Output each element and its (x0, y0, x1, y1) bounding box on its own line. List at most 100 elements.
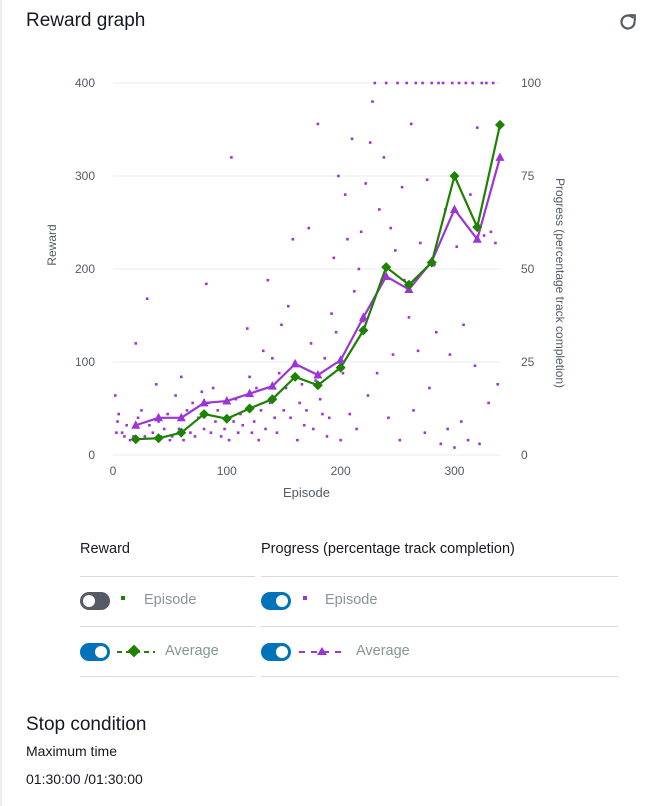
y-right-axis-label: Progress (percentage track completion) (553, 178, 567, 388)
progress-episode-point (428, 386, 431, 390)
reward-average-marker (403, 279, 414, 290)
x-tick-label: 300 (444, 464, 464, 478)
progress-average-marker (313, 370, 323, 379)
progress-episode-point (314, 379, 317, 382)
y-left-tick-label: 100 (75, 355, 95, 369)
progress-episode-point (400, 185, 404, 189)
toggle-knob (83, 595, 95, 607)
progress-episode-point (191, 401, 194, 405)
progress-episode-point (382, 156, 386, 159)
progress-episode-point (271, 356, 274, 360)
progress-episode-point (275, 431, 279, 434)
reward-average-marker (221, 413, 232, 424)
progress-episode-point (334, 330, 338, 334)
progress-episode-point (462, 323, 465, 327)
progress-episode-point (117, 412, 120, 416)
progress-episode-point (412, 409, 415, 412)
progress-average-marker (267, 381, 277, 390)
progress-episode-point (123, 435, 126, 438)
progress-episode-point (282, 409, 286, 412)
progress-average-toggle[interactable] (261, 643, 291, 661)
progress-episode-point (291, 237, 295, 241)
y-left-tick-label: 200 (75, 262, 95, 276)
reward-episode-toggle[interactable] (80, 592, 110, 610)
progress-episode-point (136, 416, 140, 420)
reward-average-label: Average (165, 643, 219, 659)
progress-episode-point (487, 401, 490, 405)
progress-episode-point (284, 386, 288, 390)
reward-average-toggle[interactable] (80, 643, 110, 661)
progress-episode-point (475, 126, 479, 129)
progress-episode-point (455, 245, 459, 248)
progress-episode-point (448, 353, 452, 356)
progress-episode-point (350, 137, 354, 141)
progress-episode-point (473, 364, 477, 368)
progress-episode-point (480, 81, 484, 85)
progress-episode-point (145, 297, 149, 301)
progress-episode-point (373, 81, 377, 85)
progress-episode-point (346, 237, 349, 241)
toggle-knob (276, 646, 288, 658)
progress-episode-point (298, 401, 301, 405)
progress-episode-point (255, 386, 258, 390)
y-right-tick-label: 50 (521, 262, 535, 276)
progress-average-marker (449, 204, 459, 213)
refresh-icon[interactable] (617, 11, 639, 33)
progress-average-marker (222, 396, 232, 405)
progress-average-triangle-icon (299, 647, 347, 655)
reward-average-marker (472, 222, 483, 233)
legend-heading-reward: Reward (80, 541, 130, 557)
progress-episode-point (450, 81, 454, 85)
reward-average-diamond-icon (117, 644, 155, 658)
progress-episode-point (398, 438, 402, 442)
progress-episode-point (216, 409, 220, 412)
progress-episode-point (337, 174, 340, 178)
y-right-tick-label: 100 (521, 76, 541, 90)
stop-condition-title: Stop condition (26, 714, 147, 735)
progress-episode-point (128, 438, 132, 442)
progress-episode-point (296, 438, 299, 442)
progress-episode-point (391, 353, 395, 356)
progress-episode-point (120, 431, 124, 434)
progress-episode-point (389, 226, 393, 230)
reward-episode-square-icon (121, 596, 125, 600)
reward-average-line (135, 124, 502, 441)
progress-average-label: Average (356, 643, 410, 659)
progress-episode-point (268, 401, 272, 405)
progress-episode-point (189, 431, 192, 434)
progress-episode-point (375, 371, 379, 375)
reward-chart: 0 100 200 300 400 0 25 50 75 100 0 100 200 300 Episode… (45, 76, 567, 500)
progress-episode-point (302, 423, 306, 427)
progress-episode-point (327, 416, 331, 420)
reward-average-marker (381, 262, 392, 273)
y-left-tick-label: 0 (88, 448, 95, 462)
progress-episode-point (151, 431, 155, 434)
progress-episode-point (469, 193, 472, 196)
progress-episode-point (277, 371, 281, 375)
progress-episode-point (332, 256, 336, 260)
reward-average-marker (267, 394, 278, 405)
progress-episode-toggle[interactable] (261, 592, 291, 610)
progress-episode-point (132, 435, 135, 438)
stop-condition-value: 01:30:00 /01:30:00 (26, 771, 143, 787)
progress-episode-point (148, 423, 151, 427)
progress-episode-point (432, 263, 436, 267)
progress-episode-point (430, 81, 434, 85)
x-tick-label: 200 (331, 464, 351, 478)
progress-episode-point (286, 304, 290, 308)
progress-episode-point (355, 427, 358, 431)
y-left-axis-label: Reward (45, 224, 59, 265)
progress-episode-point (441, 81, 445, 85)
progress-average-marker (472, 234, 482, 243)
progress-average-marker (290, 358, 300, 368)
progress-episode-point (453, 446, 456, 449)
progress-average-marker (245, 388, 255, 398)
progress-episode-point (113, 394, 117, 397)
progress-episode-point (414, 81, 418, 85)
reward-average-marker (449, 171, 460, 181)
progress-episode-point (257, 438, 260, 442)
progress-average-marker (381, 271, 391, 280)
progress-episode-point (419, 241, 422, 245)
progress-episode-point (264, 427, 267, 431)
progress-episode-point (362, 319, 365, 323)
